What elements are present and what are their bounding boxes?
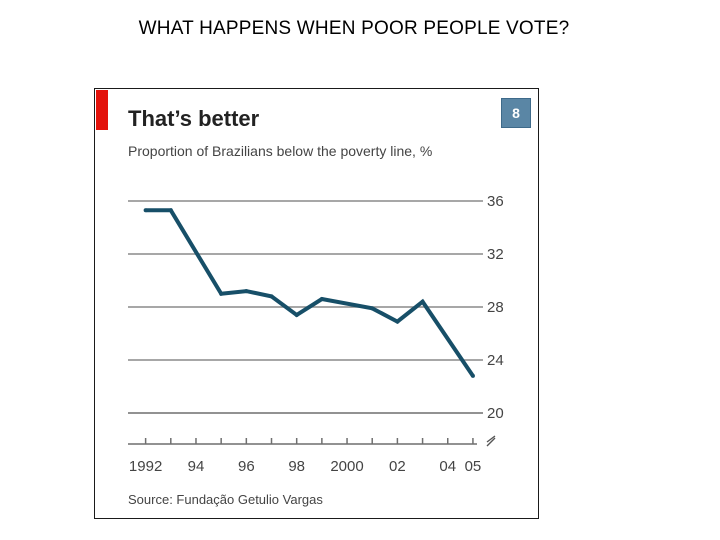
chart-title: That’s better <box>128 106 260 131</box>
source-note: Source: Fundação Getulio Vargas <box>128 492 323 507</box>
x-tick-label-04: 04 <box>439 458 456 475</box>
data-point-2005 <box>470 373 475 378</box>
x-tick-label-94: 94 <box>188 458 205 475</box>
x-tick-label-02: 02 <box>389 458 406 475</box>
chart-panel: That’s better Proportion of Brazilians b… <box>94 88 539 519</box>
line-chart: 36 32 28 24 20 1992 94 96 98 2000 02 04 05 <box>128 193 504 475</box>
data-point-1999 <box>319 297 324 302</box>
y-tick-label-20: 20 <box>487 405 504 422</box>
series-layer <box>143 208 475 378</box>
gridlines <box>128 200 483 414</box>
data-point-1992 <box>143 208 148 213</box>
y-tick-label-32: 32 <box>487 246 504 263</box>
data-point-2001 <box>370 306 375 311</box>
chart-subtitle: Proportion of Brazilians below the pover… <box>128 143 433 159</box>
x-tick-label-96: 96 <box>238 458 255 475</box>
data-point-1995 <box>219 291 224 296</box>
data-point-2003 <box>420 299 425 304</box>
x-tick-label-05: 05 <box>465 458 482 475</box>
red-tag-marker <box>96 90 108 130</box>
x-tick-label-1992: 1992 <box>129 458 162 475</box>
y-axis-tick-labels: 36 32 28 24 20 <box>487 193 504 422</box>
data-point-2002 <box>395 319 400 324</box>
x-tick-label-98: 98 <box>288 458 305 475</box>
y-tick-label-36: 36 <box>487 193 504 210</box>
slide-title: WHAT HAPPENS WHEN POOR PEOPLE VOTE? <box>138 18 570 39</box>
chart-number-badge: 8 <box>501 98 531 128</box>
y-tick-label-24: 24 <box>487 352 504 369</box>
series-line-0 <box>145 208 475 378</box>
axis-break-icon <box>486 435 496 447</box>
y-tick-label-28: 28 <box>487 299 504 316</box>
data-point-1993 <box>168 208 173 213</box>
data-point-1998 <box>294 312 299 317</box>
x-tick-label-2000: 2000 <box>330 458 363 475</box>
x-axis: 1992 94 96 98 2000 02 04 05 <box>128 435 496 475</box>
data-point-1997 <box>269 294 274 299</box>
data-point-1996 <box>244 289 249 294</box>
